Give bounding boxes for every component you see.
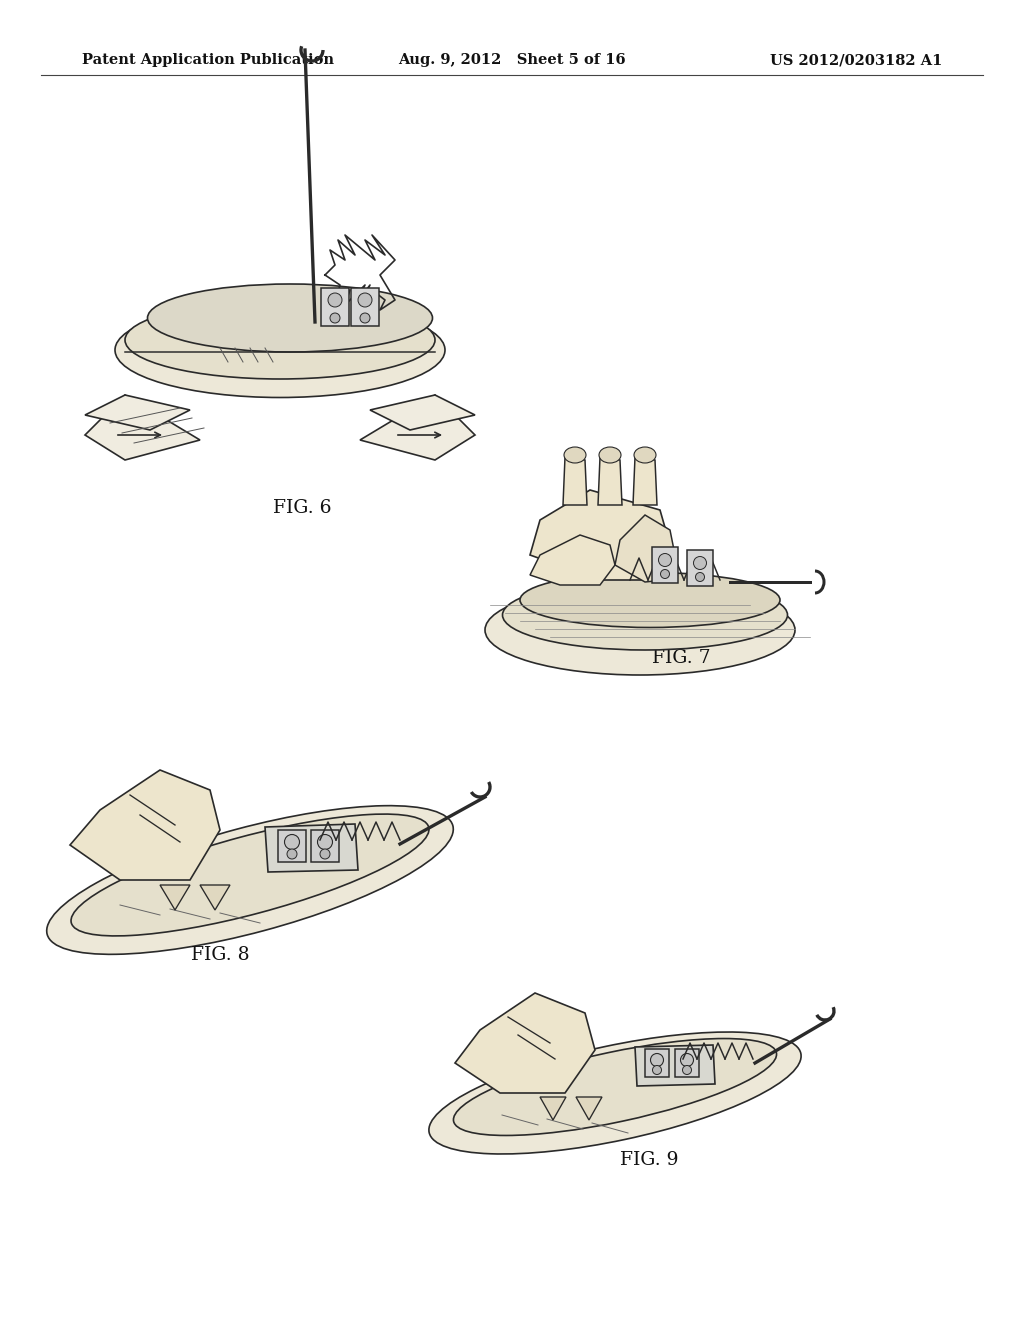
Polygon shape: [645, 1049, 669, 1077]
Ellipse shape: [503, 579, 787, 649]
Polygon shape: [70, 770, 220, 880]
Ellipse shape: [658, 553, 672, 566]
Ellipse shape: [634, 447, 656, 463]
Polygon shape: [311, 830, 339, 862]
Ellipse shape: [285, 834, 299, 850]
Polygon shape: [530, 490, 670, 579]
Polygon shape: [633, 457, 657, 506]
Text: Patent Application Publication: Patent Application Publication: [82, 53, 334, 67]
Ellipse shape: [564, 447, 586, 463]
Polygon shape: [598, 457, 622, 506]
Polygon shape: [635, 1045, 715, 1086]
Ellipse shape: [660, 569, 670, 578]
Polygon shape: [540, 1097, 566, 1119]
Polygon shape: [575, 1097, 602, 1119]
Ellipse shape: [650, 1053, 664, 1067]
Polygon shape: [687, 550, 713, 586]
Ellipse shape: [693, 557, 707, 569]
Ellipse shape: [71, 814, 429, 936]
Text: US 2012/0203182 A1: US 2012/0203182 A1: [770, 53, 942, 67]
Ellipse shape: [454, 1039, 776, 1135]
Ellipse shape: [599, 447, 621, 463]
Polygon shape: [615, 515, 675, 582]
Ellipse shape: [681, 1053, 693, 1067]
Text: FIG. 9: FIG. 9: [620, 1151, 679, 1170]
Polygon shape: [351, 288, 379, 326]
Ellipse shape: [115, 302, 445, 397]
Polygon shape: [321, 288, 349, 326]
Polygon shape: [530, 535, 615, 585]
Ellipse shape: [47, 805, 454, 954]
Text: Aug. 9, 2012   Sheet 5 of 16: Aug. 9, 2012 Sheet 5 of 16: [398, 53, 626, 67]
Ellipse shape: [328, 293, 342, 308]
Ellipse shape: [695, 573, 705, 582]
Ellipse shape: [287, 849, 297, 859]
Polygon shape: [360, 395, 475, 459]
Text: FIG. 6: FIG. 6: [272, 499, 332, 517]
Polygon shape: [85, 395, 190, 430]
Ellipse shape: [360, 313, 370, 323]
Ellipse shape: [520, 573, 780, 627]
Ellipse shape: [147, 284, 432, 352]
Ellipse shape: [652, 1065, 662, 1074]
Ellipse shape: [358, 293, 372, 308]
Polygon shape: [160, 884, 190, 909]
Polygon shape: [563, 457, 587, 506]
Ellipse shape: [485, 585, 795, 675]
Polygon shape: [200, 884, 230, 909]
Polygon shape: [278, 830, 306, 862]
Ellipse shape: [330, 313, 340, 323]
Polygon shape: [370, 395, 475, 430]
Polygon shape: [455, 993, 595, 1093]
Ellipse shape: [683, 1065, 691, 1074]
Text: FIG. 8: FIG. 8: [190, 946, 250, 965]
Polygon shape: [675, 1049, 699, 1077]
Ellipse shape: [125, 301, 435, 379]
Polygon shape: [652, 546, 678, 583]
Text: FIG. 7: FIG. 7: [651, 649, 711, 668]
Ellipse shape: [429, 1032, 801, 1154]
Polygon shape: [265, 824, 358, 873]
Polygon shape: [85, 395, 200, 459]
Ellipse shape: [317, 834, 333, 850]
Ellipse shape: [319, 849, 330, 859]
